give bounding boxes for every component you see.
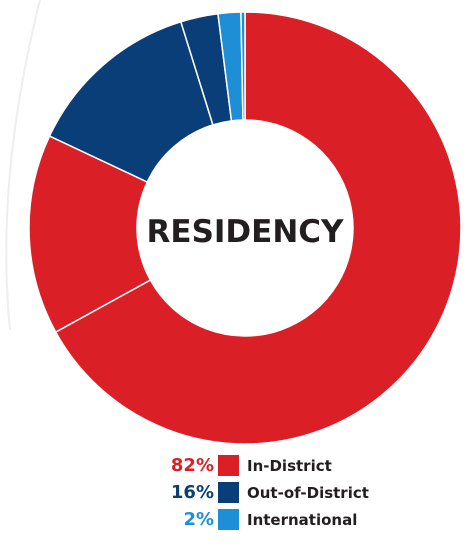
- slice-international-5: [240, 11, 246, 121]
- legend-swatch-international: [218, 509, 239, 530]
- legend-swatch-out-of-district: [218, 482, 239, 503]
- legend-label-out-of-district: Out-of-District: [247, 484, 369, 502]
- legend-item-out-of-district: 16% Out-of-District: [138, 482, 378, 504]
- donut-chart: RESIDENCY: [28, 11, 462, 445]
- donut-slices: [28, 11, 462, 445]
- legend-item-in-district: 82% In-District: [138, 455, 378, 477]
- slice-in-district-0: [54, 11, 462, 445]
- legend-swatch-in-district: [218, 455, 239, 476]
- legend-item-international: 2% International: [138, 509, 378, 531]
- legend-label-in-district: In-District: [247, 457, 332, 475]
- slice-in-district-1: [28, 135, 152, 334]
- legend-pct-out-of-district: 16%: [170, 482, 214, 503]
- legend-pct-in-district: 82%: [170, 455, 214, 476]
- legend-label-international: International: [247, 511, 358, 529]
- legend: 82% In-District 16% Out-of-District 2% I…: [138, 455, 378, 536]
- chart-title: RESIDENCY: [147, 214, 345, 250]
- legend-pct-international: 2%: [183, 509, 214, 530]
